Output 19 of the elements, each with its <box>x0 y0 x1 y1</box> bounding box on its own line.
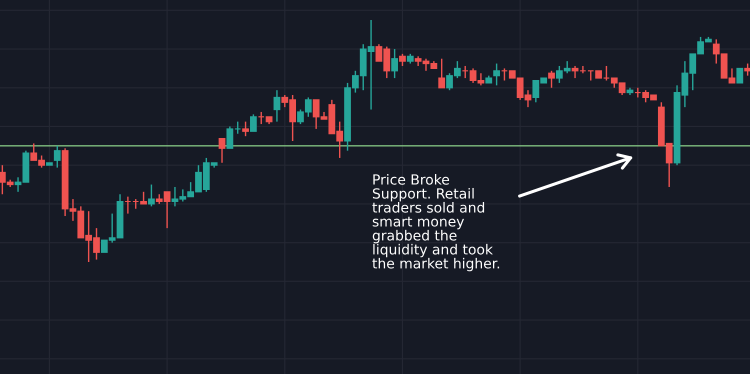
candlestick <box>218 138 226 164</box>
candlestick <box>399 53 406 67</box>
candlestick <box>406 53 414 64</box>
candlestick <box>634 87 642 98</box>
candlestick <box>438 58 446 88</box>
candlestick <box>391 48 398 79</box>
candlestick <box>744 62 750 76</box>
candlestick <box>736 68 744 84</box>
candlestick <box>148 184 155 208</box>
candlestick <box>250 114 257 132</box>
candlestick <box>226 126 234 149</box>
candlestick <box>124 196 132 214</box>
candlestick <box>274 89 280 122</box>
candlestick <box>54 145 61 168</box>
candlestick <box>548 70 555 88</box>
annotation: Price Broke Support. Retail traders sold and smart money grabbed the liquidity and took the market higher. <box>372 174 500 272</box>
candlestick <box>493 62 500 86</box>
candlestick <box>234 120 242 134</box>
candlestick <box>242 120 249 137</box>
